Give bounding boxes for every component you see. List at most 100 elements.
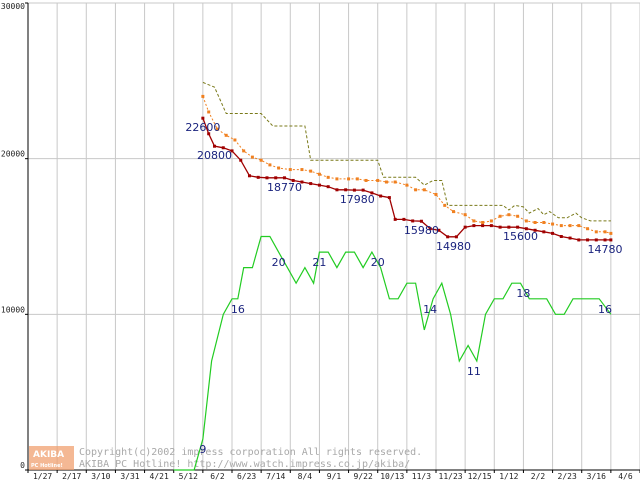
- series-point-average: [207, 110, 211, 114]
- series-point-average: [551, 222, 555, 226]
- y-tick-label: 0: [20, 461, 25, 470]
- series-point-min: [300, 180, 304, 184]
- akiba-logo-bottom: PC Hotline!: [31, 463, 63, 469]
- copyright-text: Copyright(c)2002 impress corporation All…: [79, 447, 422, 458]
- y-tick-label: 20000: [1, 150, 25, 159]
- series-line-max: [202, 81, 611, 222]
- series-point-min: [463, 225, 467, 229]
- series-point-average: [507, 213, 511, 217]
- series-point-min: [282, 176, 286, 180]
- x-tick-label: 11/3: [412, 472, 431, 480]
- series-point-average: [335, 177, 339, 181]
- series-point-min: [239, 158, 243, 162]
- series-point-average: [577, 224, 581, 228]
- series-point-min: [352, 188, 356, 192]
- x-tick-label: 1/27: [33, 472, 52, 480]
- price-data-label: 18770: [267, 181, 302, 194]
- x-tick-label: 6/23: [237, 472, 256, 480]
- series-point-min: [274, 176, 278, 180]
- series-point-min: [317, 183, 321, 187]
- series-point-average: [347, 177, 351, 181]
- series-point-average: [250, 155, 254, 159]
- series-line-shop-count: [173, 235, 612, 471]
- y-tick-label: 30000: [1, 2, 25, 11]
- series-point-min: [207, 132, 211, 136]
- x-tick-label: 10/13: [380, 472, 404, 480]
- series-point-average: [422, 188, 426, 192]
- count-data-label: 18: [516, 287, 530, 300]
- series-point-average: [233, 138, 237, 142]
- series-point-average: [489, 219, 493, 223]
- count-data-label: 21: [312, 256, 326, 269]
- count-data-label: 16: [598, 303, 612, 316]
- series-point-min: [481, 224, 485, 228]
- series-point-min: [559, 235, 563, 238]
- count-data-label: 14: [423, 303, 437, 316]
- series-point-min: [542, 230, 546, 234]
- series-point-min: [472, 224, 476, 228]
- series-point-average: [568, 224, 572, 228]
- watermark: AKIBA PC Hotline! Copyright(c)2002 impre…: [29, 446, 422, 470]
- series-point-min: [594, 238, 598, 242]
- series-point-min: [489, 224, 493, 228]
- series-point-average: [603, 230, 607, 234]
- x-tick-label: 11/23: [439, 472, 463, 480]
- x-tick-label: 7/14: [266, 472, 285, 480]
- x-tick-label: 4/21: [150, 472, 169, 480]
- y-tick-labels: 0 10000 20000 30000: [1, 2, 25, 470]
- x-tick-labels: 1/27 2/17 3/10 3/31 4/21 5/12 6/2 6/23 7/14 8/4 9/…: [33, 472, 633, 480]
- series-point-average: [317, 172, 321, 176]
- series-point-average: [594, 230, 598, 234]
- x-tick-label: 4/6: [618, 472, 633, 480]
- series-point-min: [230, 149, 234, 153]
- site-url-text: AKIBA PC Hotline! http://www.watch.impre…: [79, 459, 410, 470]
- series-point-min: [256, 175, 260, 179]
- series-point-min: [201, 116, 205, 120]
- series-point-average: [414, 188, 418, 192]
- x-tick-label: 3/10: [91, 472, 110, 480]
- series: [173, 81, 613, 471]
- series-point-average: [516, 214, 520, 218]
- akiba-logo-box: [29, 446, 74, 470]
- series-point-average: [559, 224, 563, 228]
- x-tick-label: 9/22: [354, 472, 373, 480]
- series-point-average: [498, 214, 502, 218]
- series-point-average: [434, 192, 438, 196]
- series-point-min: [446, 235, 450, 239]
- series-point-min: [454, 235, 458, 239]
- x-tick-label: 2/2: [531, 472, 546, 480]
- series-point-average: [609, 231, 613, 235]
- axes: [25, 2, 640, 473]
- count-data-label: 20: [371, 256, 385, 269]
- series-point-average: [224, 133, 228, 137]
- series-point-average: [201, 94, 205, 98]
- series-point-min: [335, 188, 339, 192]
- x-tick-label: 8/4: [298, 472, 313, 480]
- y-tick-label: 10000: [1, 305, 25, 314]
- price-data-label: 14780: [588, 243, 623, 256]
- series-point-min: [609, 238, 613, 242]
- series-point-min: [577, 238, 581, 242]
- series-point-min: [507, 225, 511, 229]
- series-point-min: [437, 228, 441, 232]
- series-point-average: [384, 180, 388, 184]
- price-data-label: 15600: [503, 230, 538, 243]
- price-data-label: 14980: [436, 240, 471, 253]
- series-point-min: [402, 217, 406, 221]
- series-point-min: [393, 217, 397, 221]
- series-point-min: [221, 146, 225, 150]
- series-point-average: [542, 220, 546, 224]
- price-data-label: 17980: [340, 193, 375, 206]
- series-point-min: [291, 178, 295, 182]
- series-point-average: [242, 149, 246, 153]
- x-tick-label: 6/2: [210, 472, 225, 480]
- count-data-label: 20: [272, 256, 286, 269]
- series-point-min: [265, 176, 269, 180]
- series-point-min: [387, 196, 391, 200]
- series-line-average: [202, 96, 612, 234]
- series-point-average: [268, 163, 272, 167]
- series-point-average: [259, 158, 263, 162]
- series-point-min: [603, 238, 607, 242]
- series-point-min: [326, 185, 330, 189]
